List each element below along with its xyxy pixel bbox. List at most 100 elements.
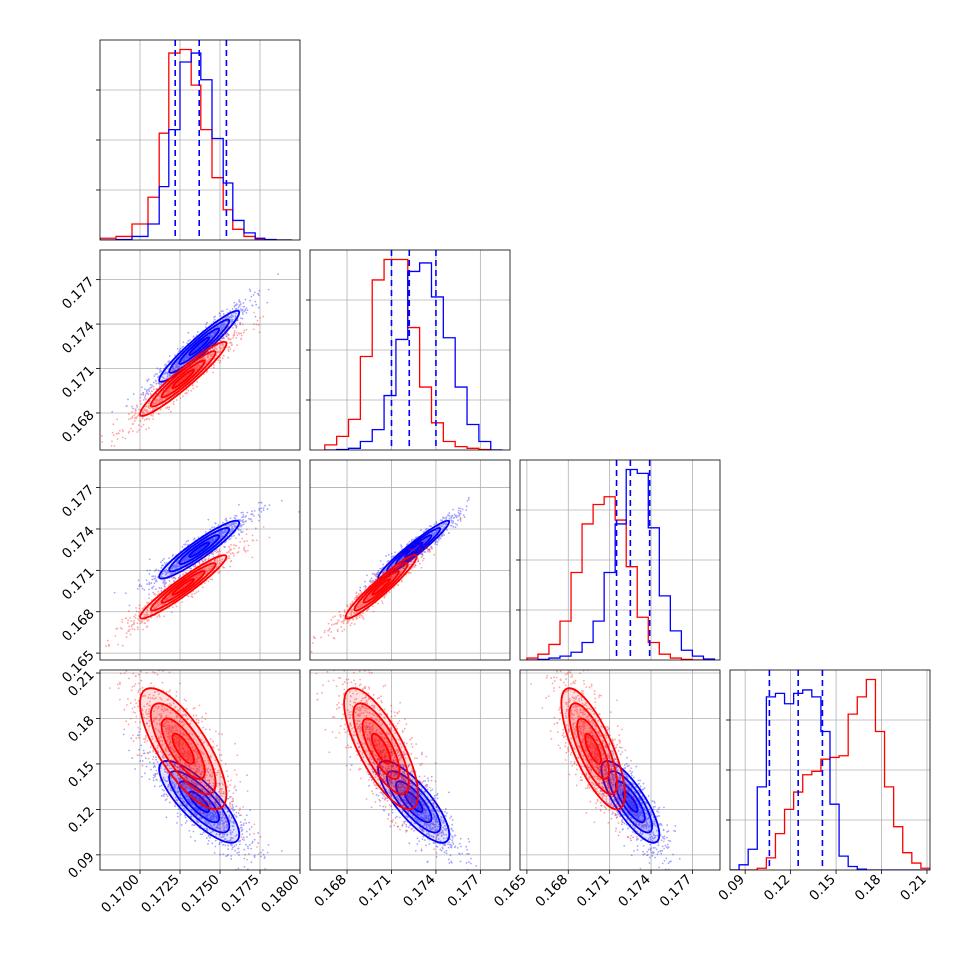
scatter-point [209, 528, 212, 531]
scatter-point [234, 525, 237, 528]
scatter-point [133, 615, 135, 618]
axes-frame [519, 459, 721, 661]
scatter-point [139, 419, 142, 422]
scatter-point [198, 548, 201, 551]
scatter-point [365, 597, 368, 600]
scatter-point [164, 393, 167, 396]
scatter-point [163, 580, 166, 583]
scatter-point [346, 619, 349, 621]
scatter-point [199, 573, 202, 576]
scatter-point [251, 520, 253, 523]
scatter-point [153, 375, 156, 378]
scatter-point [201, 342, 204, 345]
scatter-point [177, 589, 180, 592]
scatter-point [201, 357, 204, 360]
scatter-point [212, 540, 215, 543]
scatter-point [159, 397, 162, 400]
scatter-point [243, 540, 246, 543]
scatter-point [236, 319, 239, 322]
scatter-point [210, 355, 213, 358]
scatter-point [213, 342, 216, 344]
scatter-point [152, 402, 155, 405]
scatter-point [163, 561, 166, 564]
scatter-point [364, 585, 367, 588]
scatter-point [234, 315, 237, 318]
scatter-point [393, 573, 396, 576]
scatter-point [186, 392, 188, 394]
scatter-point [405, 559, 408, 562]
scatter-point [210, 541, 212, 544]
scatter-point [204, 582, 206, 584]
scatter-point [241, 530, 244, 533]
scatter-point [157, 382, 160, 385]
scatter-point [211, 353, 214, 356]
scatter-point [242, 521, 245, 523]
scatter-point [204, 553, 207, 556]
scatter-point [211, 538, 214, 541]
scatter-point [149, 392, 152, 395]
scatter-point [225, 519, 228, 522]
scatter-point [182, 357, 185, 360]
scatter-point [137, 611, 140, 613]
scatter-point [131, 415, 134, 418]
scatter-point [382, 584, 385, 587]
scatter-point [340, 620, 343, 623]
scatter-point [208, 569, 211, 571]
scatter-point [220, 535, 223, 538]
scatter-point [177, 366, 180, 369]
scatter-point [387, 553, 390, 556]
scatter-point [212, 539, 215, 541]
scatter-point [139, 610, 142, 613]
scatter-point [181, 378, 184, 381]
scatter-point [421, 547, 423, 550]
scatter-point [168, 391, 170, 394]
scatter-point [162, 564, 165, 567]
scatter-point [176, 561, 178, 564]
scatter-point [240, 511, 243, 514]
scatter-point [199, 548, 202, 550]
scatter-point [224, 324, 227, 327]
scatter-point [417, 548, 420, 550]
scatter-point [194, 565, 197, 567]
scatter-point [176, 561, 179, 564]
scatter-point [225, 524, 228, 527]
scatter-point [216, 535, 219, 538]
scatter-point [202, 545, 204, 548]
scatter-point [233, 521, 236, 524]
scatter-point [206, 321, 208, 324]
scatter-point [221, 535, 224, 538]
scatter-point [198, 345, 201, 348]
scatter-point [452, 522, 454, 525]
scatter-point [125, 405, 128, 408]
scatter-point [254, 527, 257, 530]
scatter-point [385, 567, 388, 570]
contour-blue [188, 336, 211, 357]
scatter-point [425, 527, 428, 530]
scatter-point [205, 371, 208, 374]
scatter-point [394, 551, 396, 554]
scatter-point [228, 557, 231, 560]
scatter-point [206, 356, 209, 359]
scatter-point [170, 388, 173, 391]
scatter-point [409, 549, 412, 552]
scatter-point [118, 429, 121, 432]
scatter-point [179, 575, 181, 578]
scatter-point [152, 585, 155, 588]
scatter-point [454, 514, 457, 517]
scatter-point [409, 559, 412, 561]
scatter-point [195, 385, 198, 388]
scatter-point [237, 533, 240, 535]
scatter-point [188, 372, 191, 375]
scatter-point [122, 430, 124, 433]
scatter-point [174, 577, 177, 580]
scatter-point [165, 371, 168, 374]
scatter-point [231, 528, 234, 531]
scatter-point [183, 356, 186, 359]
scatter-point [229, 530, 232, 532]
scatter-point [192, 576, 195, 579]
scatter-point [216, 325, 219, 328]
scatter-point [162, 603, 165, 606]
scatter-point [177, 560, 180, 563]
scatter-point [229, 523, 231, 526]
scatter-point [249, 518, 252, 521]
